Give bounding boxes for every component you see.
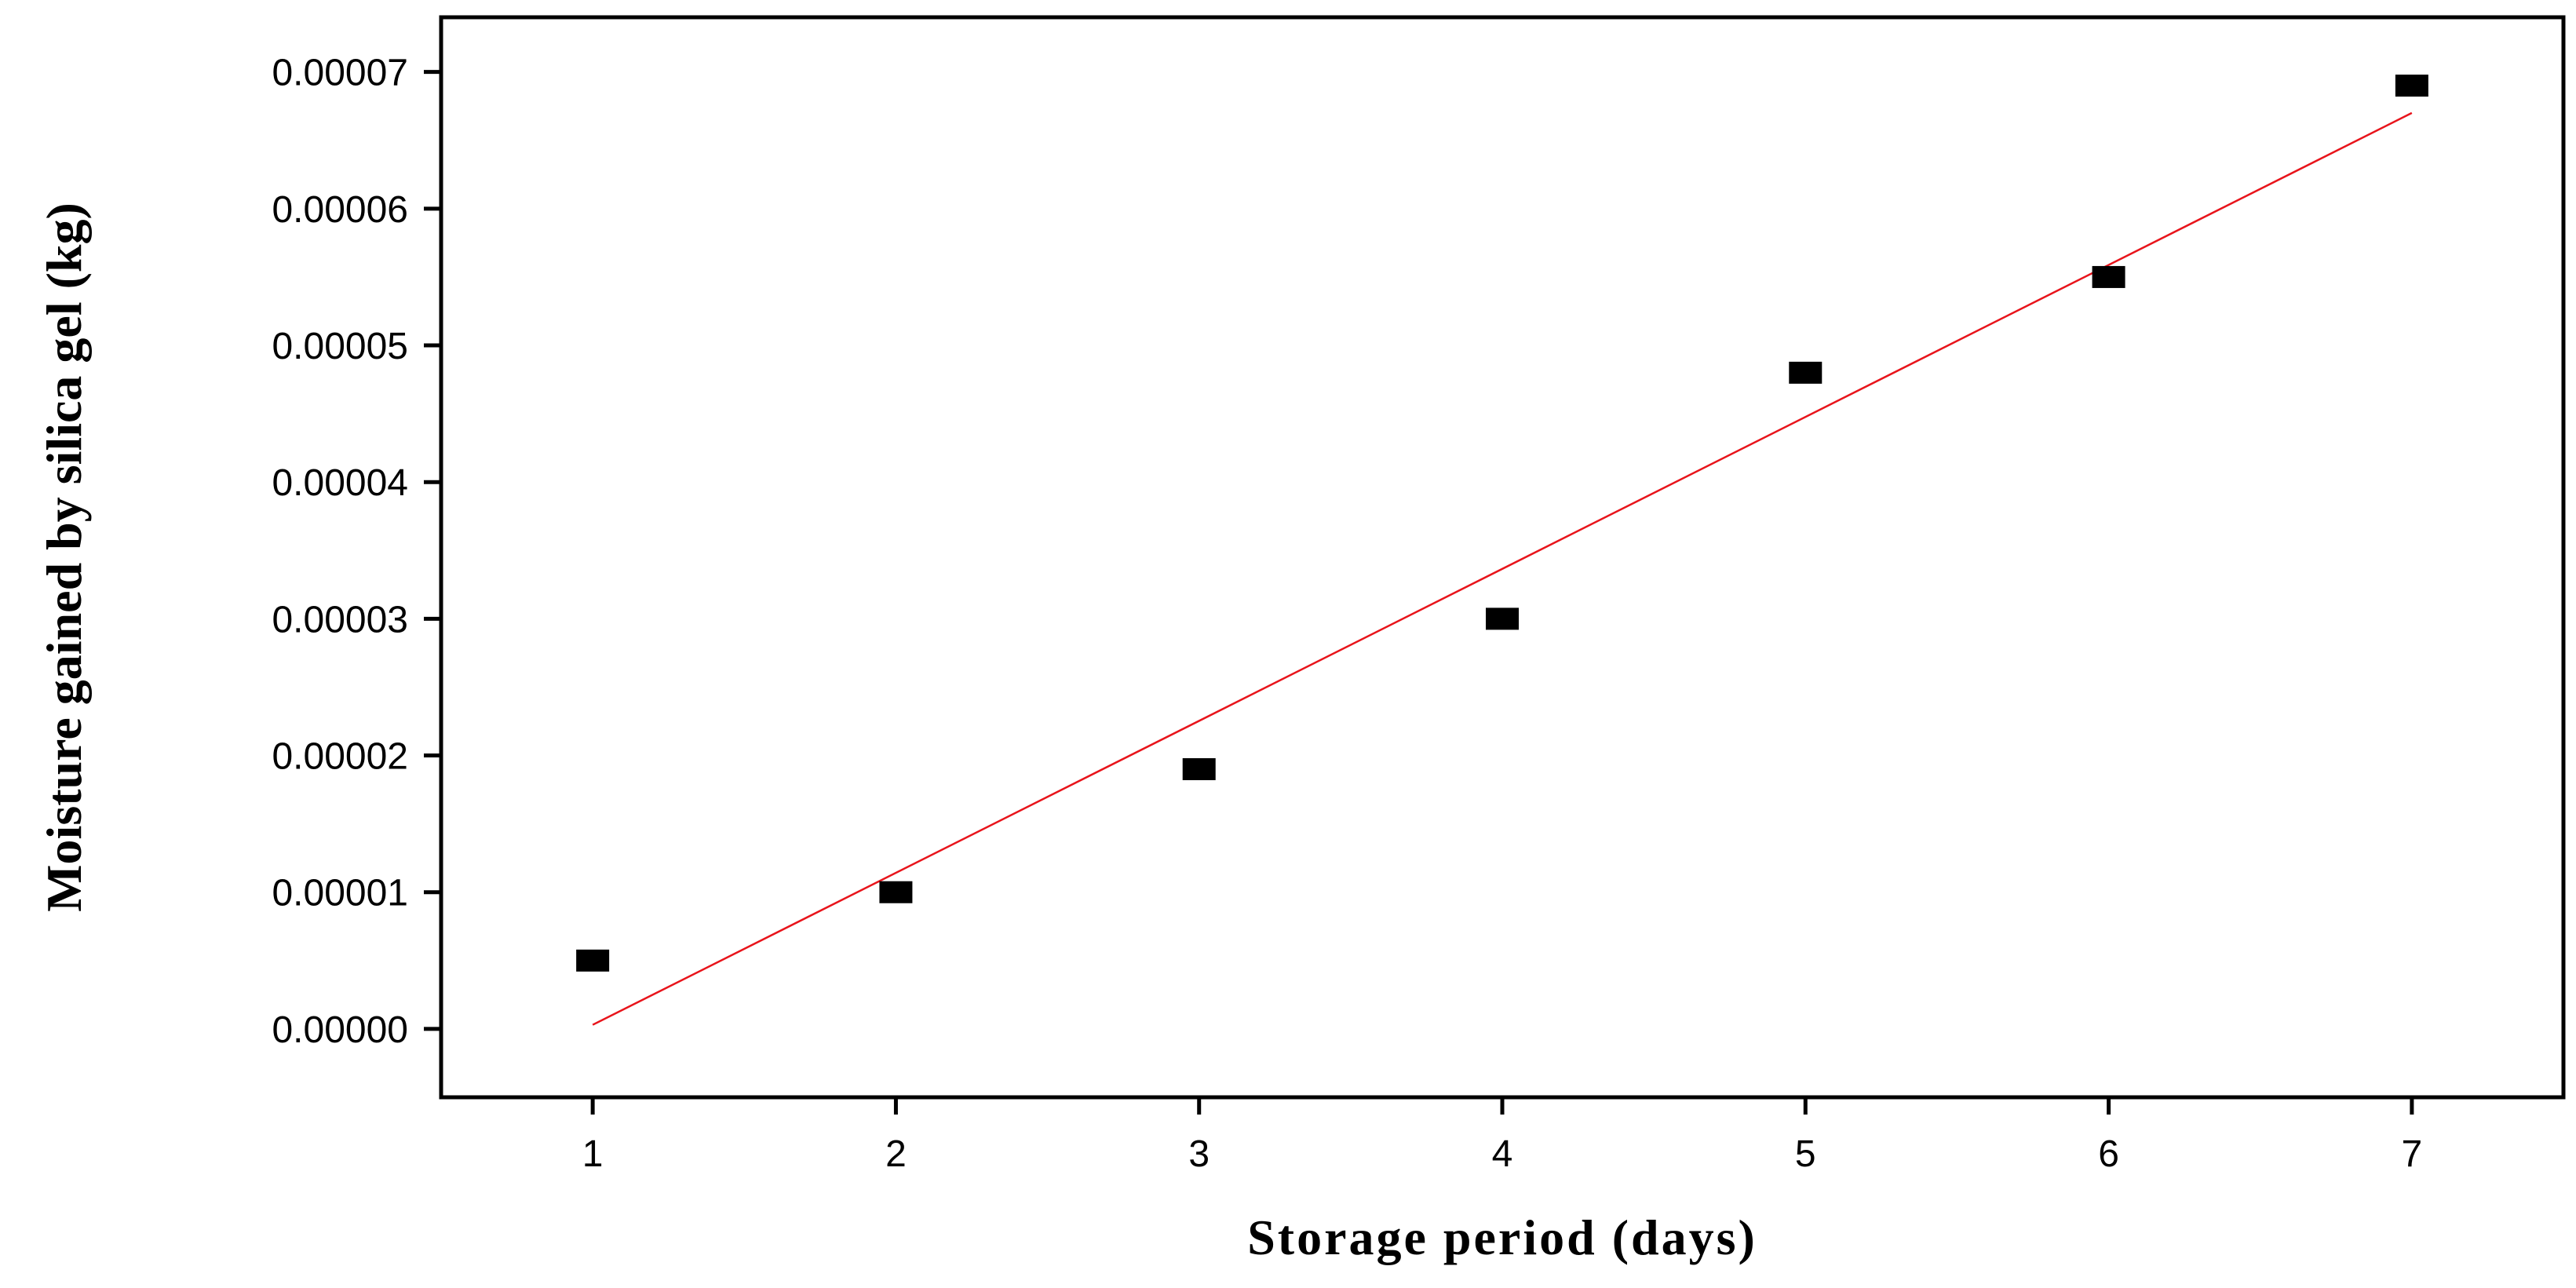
x-tick-label: 4 — [1492, 1133, 1513, 1175]
data-point — [576, 949, 610, 972]
x-tick-label: 6 — [2098, 1133, 2119, 1175]
x-axis-title: Storage period (days) — [1247, 1210, 1757, 1265]
x-tick-label: 1 — [582, 1133, 604, 1175]
fit-line — [592, 111, 2413, 1026]
data-points — [576, 75, 2428, 972]
y-axis-title: Moisture gained by silica gel (kg) — [36, 203, 92, 912]
fit-line-layer — [592, 111, 2413, 1026]
y-tick-label: 0.00000 — [272, 1009, 408, 1051]
data-point — [1789, 361, 1823, 384]
y-tick-label: 0.00004 — [272, 462, 408, 504]
data-point — [2092, 265, 2125, 288]
y-tick-label: 0.00005 — [272, 326, 408, 367]
y-tick-label: 0.00007 — [272, 53, 408, 94]
y-axis-ticks: 0.00000 0.00001 0.00002 0.00003 0.00004 0.000… — [272, 53, 441, 1051]
x-axis-ticks: 1 2 3 4 5 6 7 — [582, 1097, 2422, 1175]
y-tick-label: 0.00002 — [272, 736, 408, 778]
y-tick-label: 0.00001 — [272, 873, 408, 914]
data-point — [2395, 75, 2428, 97]
x-tick-label: 5 — [1795, 1133, 1816, 1175]
x-tick-label: 7 — [2402, 1133, 2423, 1175]
y-tick-label: 0.00003 — [272, 599, 408, 640]
data-point — [1182, 757, 1216, 780]
y-tick-label: 0.00006 — [272, 189, 408, 231]
x-tick-label: 2 — [885, 1133, 907, 1175]
plot-frame — [439, 15, 2566, 1100]
data-point — [1486, 608, 1519, 630]
x-tick-label: 3 — [1188, 1133, 1210, 1175]
data-point — [879, 881, 913, 903]
